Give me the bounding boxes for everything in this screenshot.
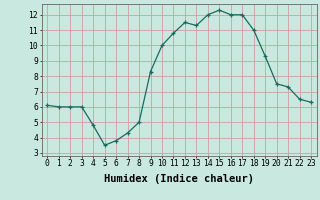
X-axis label: Humidex (Indice chaleur): Humidex (Indice chaleur) — [104, 174, 254, 184]
